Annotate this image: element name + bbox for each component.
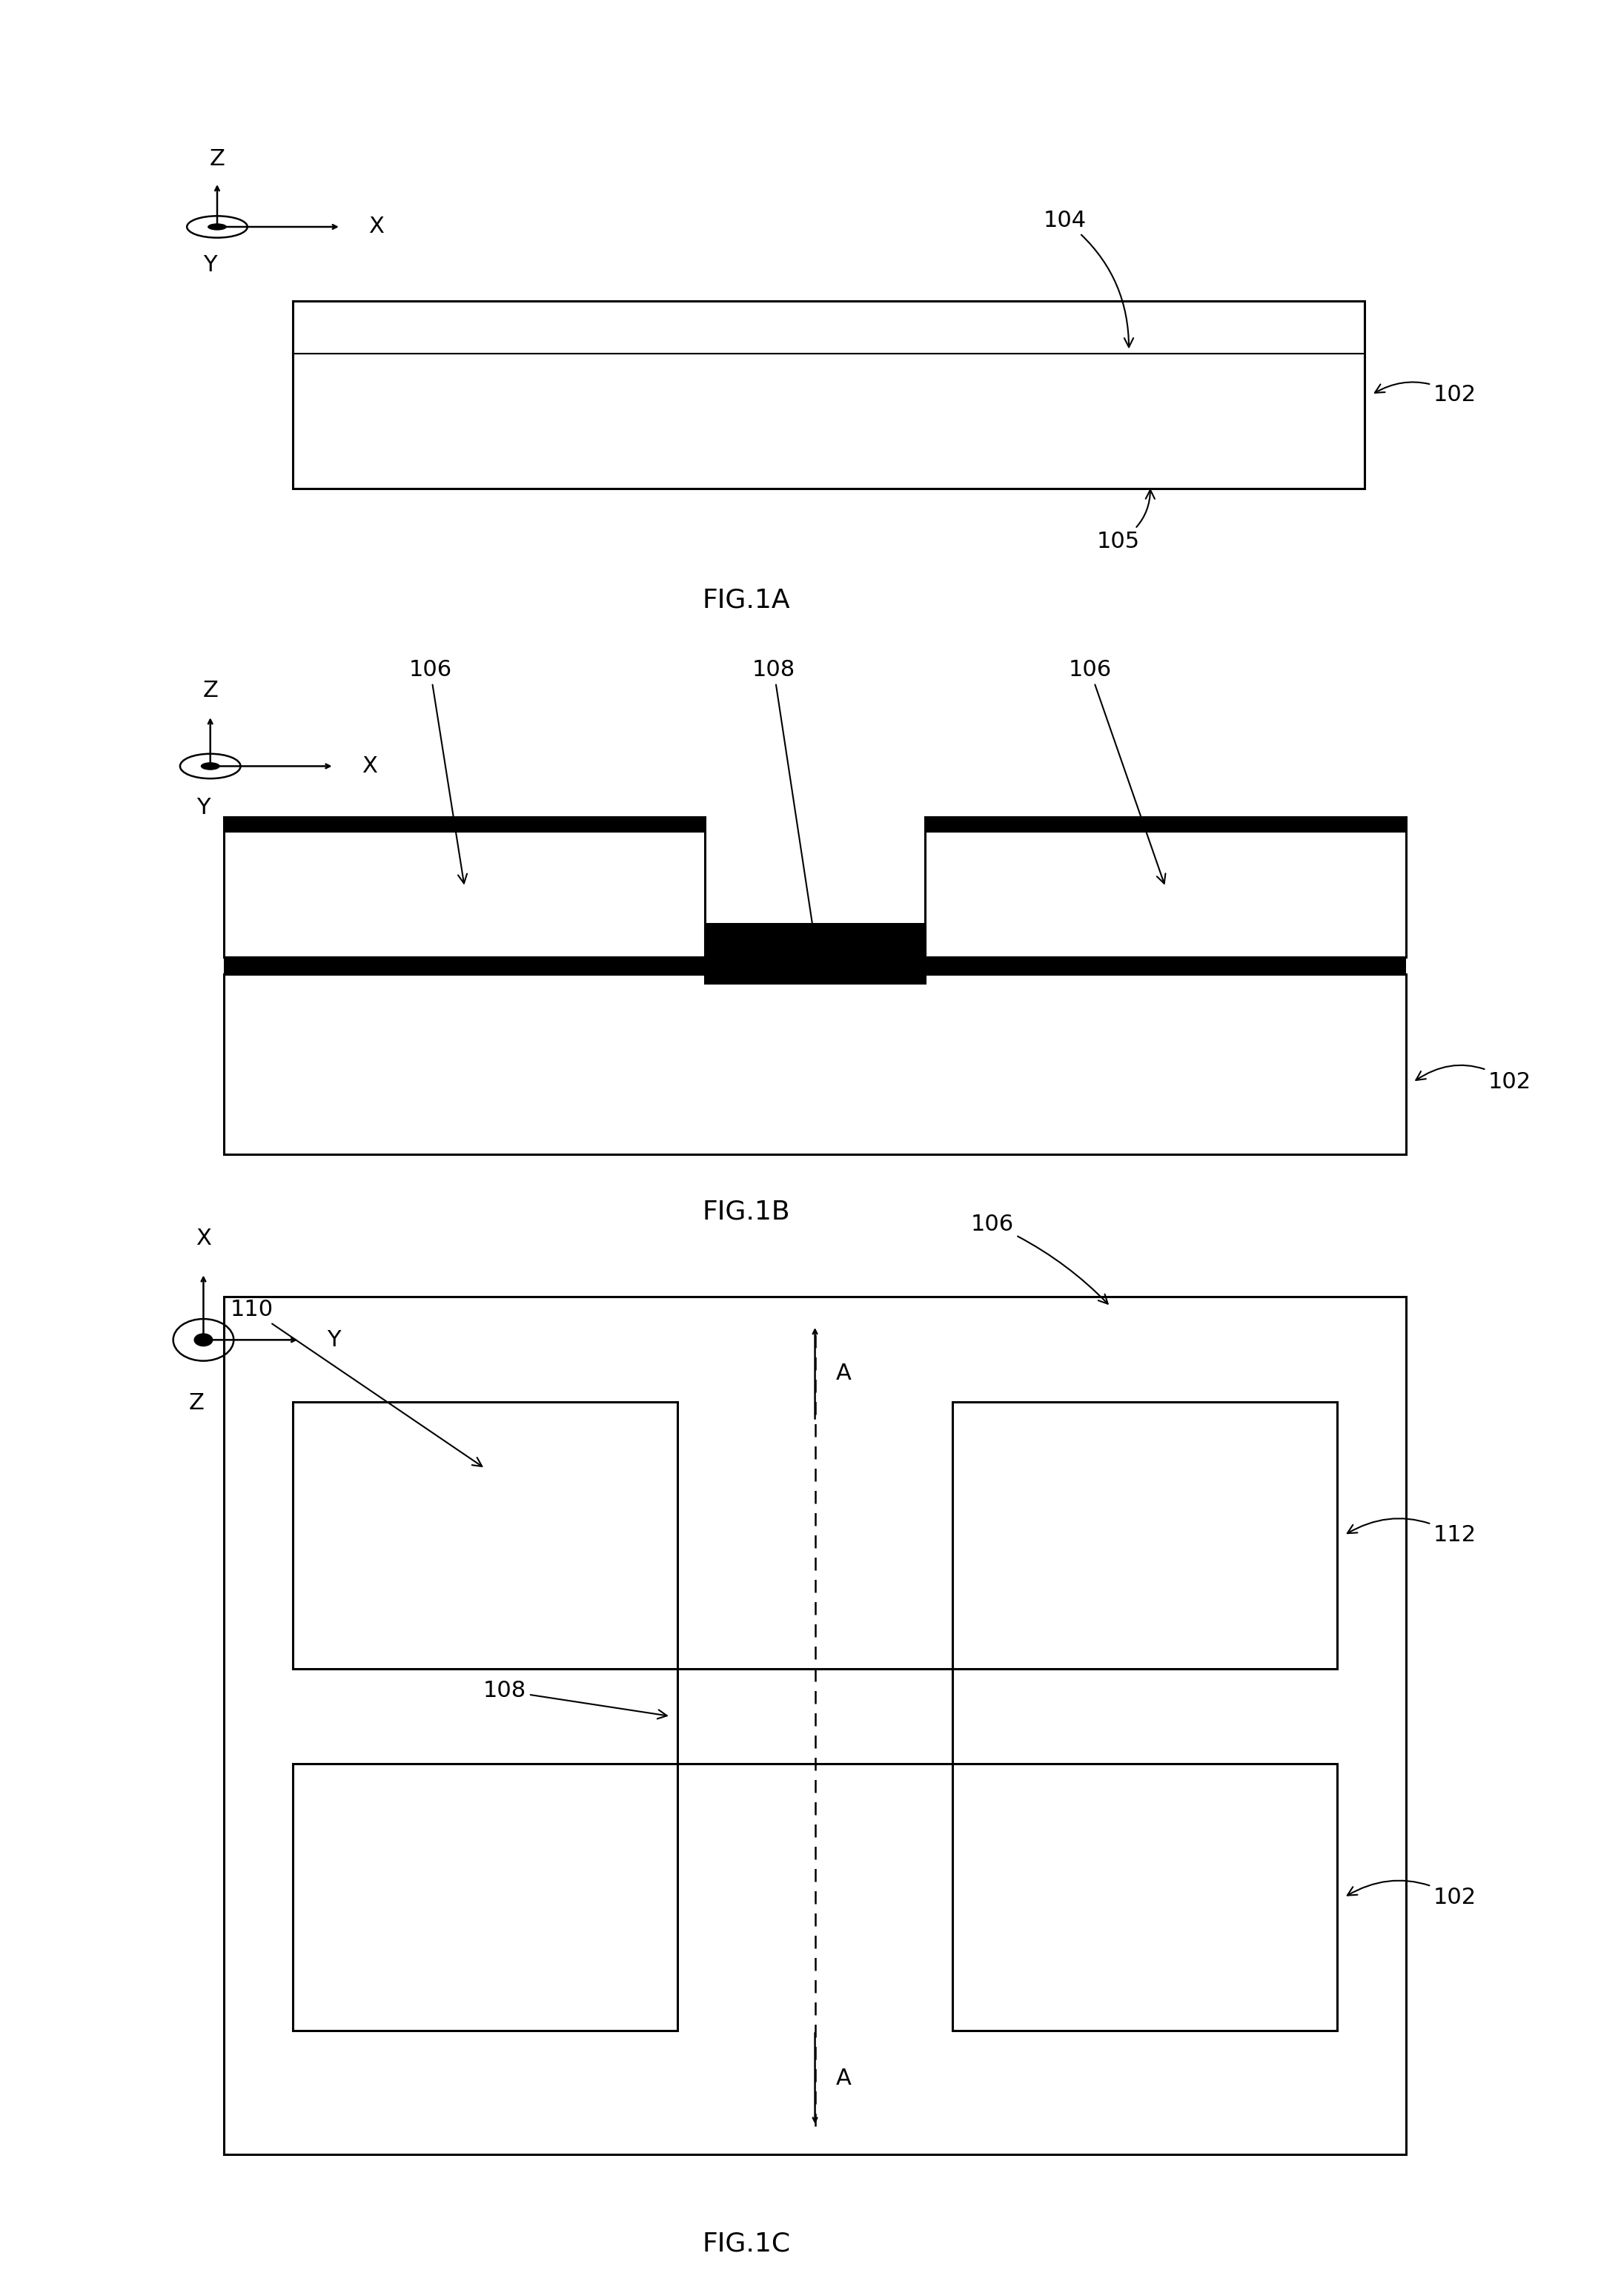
Text: Z: Z bbox=[189, 1391, 205, 1414]
Bar bbox=[224, 817, 705, 957]
Text: 106: 106 bbox=[970, 1212, 1107, 1304]
Circle shape bbox=[201, 762, 221, 769]
Bar bbox=[952, 1403, 1338, 1669]
Bar bbox=[925, 817, 1406, 833]
Bar bbox=[925, 817, 1406, 957]
Text: A: A bbox=[836, 1362, 852, 1384]
Text: 104: 104 bbox=[1043, 209, 1133, 347]
Text: 108: 108 bbox=[753, 659, 818, 937]
Bar bbox=[224, 1297, 1406, 2154]
Text: 102: 102 bbox=[1374, 381, 1477, 406]
Text: 106: 106 bbox=[409, 659, 467, 884]
Bar bbox=[705, 923, 925, 983]
Text: Z: Z bbox=[209, 149, 225, 170]
Bar bbox=[224, 817, 705, 833]
Bar bbox=[952, 1763, 1338, 2030]
Text: 102: 102 bbox=[1347, 1880, 1477, 1908]
Bar bbox=[678, 1669, 952, 1763]
Bar bbox=[705, 923, 925, 983]
Text: X: X bbox=[361, 755, 377, 776]
Text: Y: Y bbox=[197, 797, 211, 820]
Circle shape bbox=[193, 1334, 213, 1345]
Text: FIG.1C: FIG.1C bbox=[702, 2232, 791, 2257]
Bar bbox=[224, 974, 1406, 1155]
Text: 110: 110 bbox=[230, 1300, 483, 1467]
Text: Z: Z bbox=[203, 680, 217, 703]
Bar bbox=[292, 1403, 678, 1669]
Text: 112: 112 bbox=[1347, 1518, 1477, 1545]
Text: 102: 102 bbox=[1416, 1065, 1531, 1093]
Bar bbox=[224, 957, 1406, 974]
Text: FIG.1A: FIG.1A bbox=[702, 588, 791, 613]
Text: X: X bbox=[368, 216, 384, 236]
Bar bbox=[292, 301, 1365, 489]
Text: Y: Y bbox=[203, 255, 217, 276]
Text: 106: 106 bbox=[1069, 659, 1165, 884]
Text: 105: 105 bbox=[1096, 489, 1155, 551]
Text: A: A bbox=[836, 2069, 852, 2089]
Text: X: X bbox=[195, 1228, 211, 1249]
Bar bbox=[292, 1763, 678, 2030]
Text: Y: Y bbox=[328, 1329, 340, 1350]
Circle shape bbox=[208, 223, 227, 230]
Text: FIG.1B: FIG.1B bbox=[703, 1199, 789, 1224]
Text: 108: 108 bbox=[483, 1681, 666, 1720]
